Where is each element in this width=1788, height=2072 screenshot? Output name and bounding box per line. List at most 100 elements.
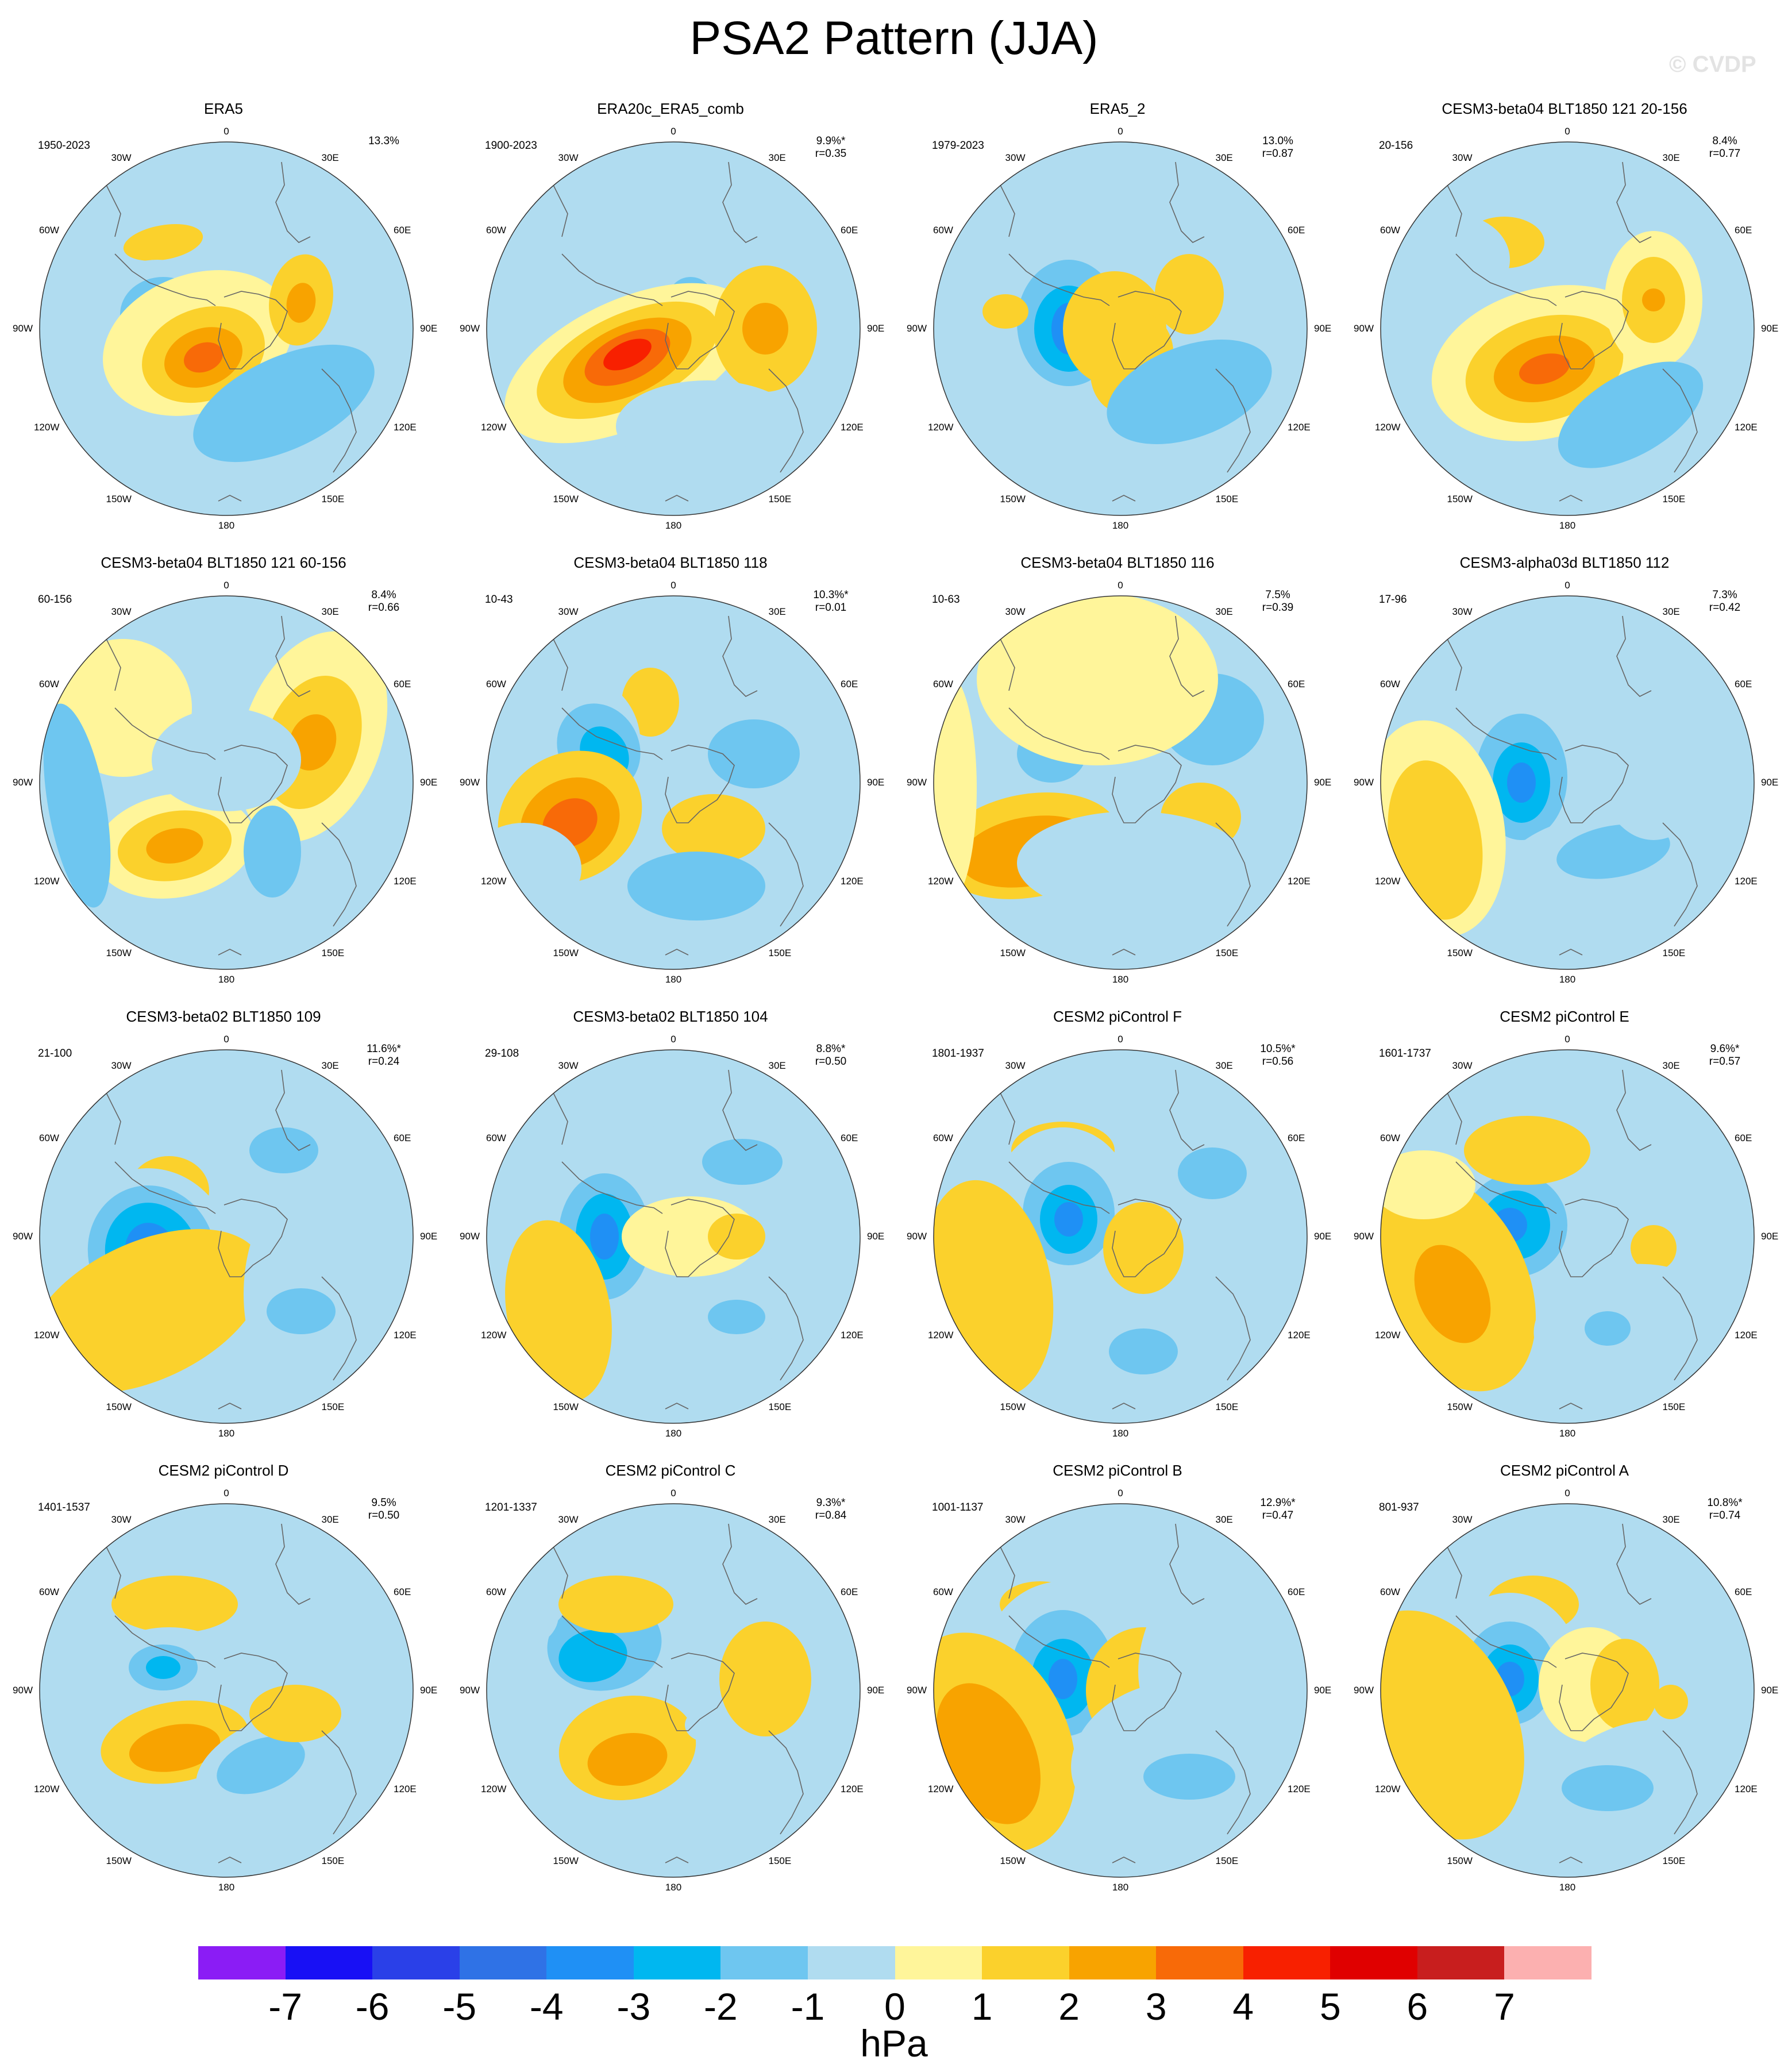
anomaly-contour [558,1630,627,1682]
coastline [275,615,311,697]
coastline [218,1857,242,1863]
longitude-label: 120W [927,421,954,433]
coastline [1662,368,1698,473]
coastline [1112,291,1182,369]
coastline [1215,1276,1251,1381]
longitude-label: 60E [1735,1586,1752,1597]
polar-map [1380,595,1755,970]
map-boundary [1380,141,1755,516]
longitude-label: 30W [1452,606,1473,617]
map-panel: CESM3-alpha03d BLT1850 112 17-96 7.3% r=0.4… [1341,553,1788,1007]
panel-variance-pct: 11.6%* [367,1043,401,1055]
longitude-label: 60E [841,224,858,236]
anomaly-contour [307,1630,376,1659]
longitude-label: 120E [394,1783,417,1794]
longitude-label: 120W [33,1783,60,1794]
map-boundary [486,141,861,516]
coastline [665,949,689,956]
panel-variance-pct: 10.5%* [1260,1043,1296,1055]
panel-years: 1001-1137 [932,1501,984,1513]
polar-map [486,595,861,970]
colorbar-tick-label: -7 [268,1985,302,2028]
anomaly-contour [1054,1202,1083,1237]
longitude-label: 0 [1564,1034,1570,1045]
longitude-label: 90W [460,1685,480,1696]
panel-pattern-correlation: r=0.84 [815,1509,847,1522]
coastline [722,161,758,243]
panel-pattern-correlation: r=0.50 [815,1056,847,1068]
longitude-label: 60W [932,678,953,690]
longitude-label: 0 [670,1488,676,1499]
longitude-label: 60W [485,1586,506,1597]
longitude-label: 0 [670,126,676,137]
anomaly-contour [505,1220,612,1403]
longitude-label: 120W [927,875,954,887]
polar-map [39,1049,414,1424]
anomaly-contour [977,596,1218,765]
longitude-label: 30E [321,1060,339,1071]
coastline [114,1161,216,1214]
colorbar-swatch [372,1946,460,1979]
anomaly-contour [702,1139,783,1185]
map-panel: CESM2 piControl A 801-937 10.8%* r=0.74 0 30E… [1341,1461,1788,1915]
longitude-label: 90E [1314,1231,1332,1242]
longitude-label: 90E [1314,1685,1332,1696]
map-boundary [39,141,414,516]
longitude-label: 90E [420,777,438,788]
longitude-label: 60W [1379,1132,1400,1143]
longitude-label: 120E [841,875,864,887]
longitude-label: 30E [1662,152,1680,163]
coastline [114,707,216,760]
coastline [1559,1857,1583,1863]
anomaly-contour [719,1622,811,1736]
coastline [768,1730,804,1835]
polar-map [933,1503,1308,1878]
longitude-label: 90W [13,777,33,788]
colorbar-swatch [1069,1946,1157,1979]
longitude-label: 150E [1215,948,1239,959]
coastline [1559,745,1629,823]
panel-years: 20-156 [1379,140,1413,152]
panel-title: CESM2 piControl A [1500,1462,1629,1479]
map-boundary [933,141,1308,516]
map-background-field [487,596,860,969]
longitude-label: 120E [394,421,417,433]
longitude-label: 120W [1374,1783,1401,1794]
longitude-label: 0 [670,580,676,591]
longitude-label: 150E [321,948,345,959]
anomaly-contour [1654,1685,1688,1719]
panel-variance-pct: 13.0% [1262,135,1293,147]
longitude-label: 120E [1735,421,1758,433]
colorbar-swatch [1330,1946,1417,1979]
anomaly-contour [603,338,652,371]
panel-years: 29-108 [485,1047,519,1060]
longitude-label: 150E [1662,948,1686,959]
coastline [665,1653,735,1731]
anomaly-contour [1103,1202,1184,1294]
longitude-label: 60E [1288,678,1305,690]
longitude-label: 0 [1118,1034,1123,1045]
anomaly-contour [146,828,203,864]
coastline [1616,615,1652,697]
panel-years: 21-100 [38,1047,72,1060]
coastline [665,291,735,369]
longitude-label: 30E [1662,606,1680,617]
panel-pattern-correlation: r=0.87 [1262,148,1294,160]
coastline [1559,1403,1583,1409]
longitude-label: 0 [223,580,229,591]
longitude-label: 120E [1735,1783,1758,1794]
coastline [218,291,288,369]
panel-pattern-correlation: r=0.77 [1709,148,1741,160]
longitude-label: 150W [1447,948,1473,959]
anomaly-contour [487,823,581,915]
longitude-label: 150W [553,494,579,505]
map-panel: CESM3-beta02 BLT1850 104 29-108 8.8%* r=0.5… [447,1007,894,1461]
longitude-label: 90E [420,323,438,334]
longitude-label: 90W [907,777,927,788]
longitude-label: 30W [1452,1060,1473,1071]
map-panel: ERA20c_ERA5_comb 1900-2023 9.9%* r=0.35 0 30E… [447,99,894,553]
panel-years: 1950-2023 [38,140,90,152]
coastline [218,745,288,823]
longitude-label: 120W [480,875,507,887]
coastline [722,1069,758,1151]
